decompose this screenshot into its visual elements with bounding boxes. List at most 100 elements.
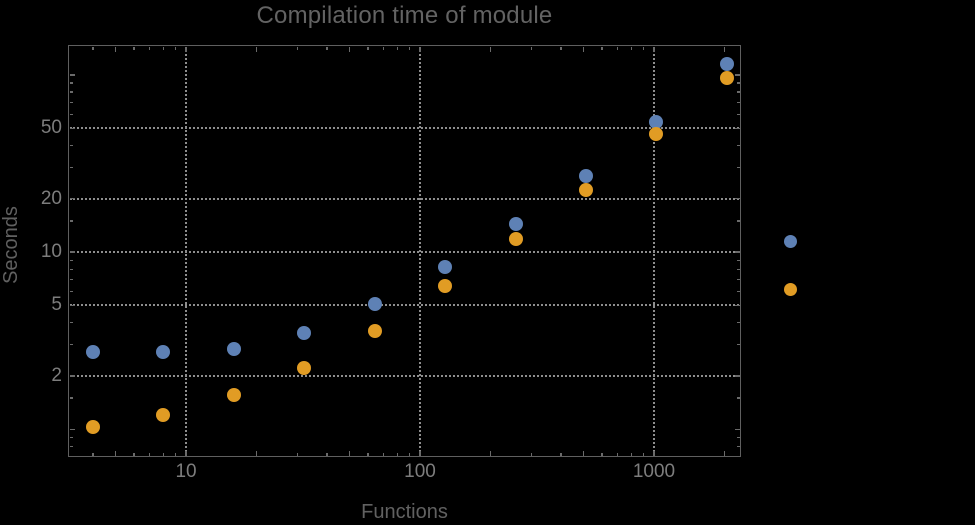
y-tick bbox=[69, 278, 73, 281]
x-tick bbox=[489, 450, 492, 456]
data-point bbox=[367, 323, 382, 338]
y-tick bbox=[69, 74, 75, 76]
x-tick bbox=[396, 46, 398, 50]
y-tick bbox=[69, 290, 73, 293]
x-tick bbox=[560, 46, 562, 50]
x-tick bbox=[255, 450, 258, 456]
x-tick bbox=[185, 46, 187, 52]
y-tick bbox=[69, 198, 75, 200]
vertical-gridline bbox=[419, 47, 422, 455]
data-point bbox=[438, 260, 453, 275]
x-tick bbox=[114, 46, 117, 52]
x-tick bbox=[133, 46, 135, 50]
y-tick bbox=[69, 113, 73, 115]
horizontal-gridline bbox=[70, 304, 739, 307]
data-point bbox=[649, 114, 664, 129]
y-tick bbox=[734, 198, 740, 200]
data-point bbox=[719, 57, 734, 71]
y-tick bbox=[736, 259, 740, 261]
x-tick bbox=[408, 46, 410, 50]
data-point bbox=[438, 279, 453, 293]
y-tick-label: 10 bbox=[40, 241, 62, 263]
y-tick bbox=[69, 344, 73, 346]
data-point bbox=[85, 420, 100, 435]
y-tick-label: 50 bbox=[40, 117, 62, 139]
data-point bbox=[367, 296, 382, 311]
x-tick bbox=[174, 46, 176, 50]
x-tick bbox=[162, 46, 164, 50]
x-tick bbox=[560, 452, 562, 456]
y-tick bbox=[736, 82, 740, 84]
x-tick bbox=[419, 450, 421, 456]
horizontal-gridline bbox=[70, 127, 739, 130]
x-tick bbox=[133, 452, 135, 456]
y-tick bbox=[734, 304, 740, 307]
x-tick bbox=[348, 450, 351, 456]
plot-frame bbox=[68, 45, 741, 457]
x-tick bbox=[601, 452, 603, 456]
y-tick bbox=[736, 220, 740, 222]
x-tick bbox=[653, 450, 655, 456]
y-tick-label: 2 bbox=[51, 364, 62, 386]
x-tick bbox=[367, 452, 369, 456]
y-tick bbox=[69, 251, 75, 253]
x-tick bbox=[630, 46, 632, 50]
y-tick bbox=[734, 127, 740, 129]
x-tick bbox=[255, 46, 258, 52]
data-point bbox=[578, 183, 593, 198]
data-point bbox=[578, 169, 593, 183]
y-tick bbox=[69, 259, 73, 261]
x-tick-label: 100 bbox=[404, 461, 436, 482]
x-tick bbox=[92, 46, 94, 50]
y-tick bbox=[69, 82, 73, 84]
data-point bbox=[719, 71, 734, 86]
x-tick bbox=[419, 46, 421, 52]
data-point bbox=[85, 345, 100, 360]
y-tick bbox=[734, 375, 740, 377]
x-tick bbox=[489, 46, 492, 52]
x-tick bbox=[367, 46, 369, 50]
y-tick bbox=[69, 428, 75, 430]
x-tick bbox=[149, 452, 151, 456]
data-point bbox=[649, 127, 664, 142]
y-tick bbox=[736, 268, 740, 270]
y-tick bbox=[734, 74, 740, 76]
y-tick bbox=[69, 445, 73, 448]
x-tick-label: 10 bbox=[175, 461, 197, 482]
y-tick bbox=[69, 166, 73, 169]
x-tick bbox=[630, 452, 632, 456]
x-tick-label: 1000 bbox=[632, 461, 676, 482]
data-point bbox=[508, 231, 523, 246]
y-tick bbox=[736, 144, 740, 147]
legend-marker bbox=[783, 282, 797, 296]
x-tick bbox=[601, 46, 603, 50]
legend-marker bbox=[783, 234, 797, 248]
horizontal-gridline bbox=[70, 374, 739, 377]
y-tick bbox=[69, 436, 73, 439]
y-tick bbox=[69, 397, 73, 399]
x-tick bbox=[642, 46, 644, 50]
data-point bbox=[508, 217, 523, 232]
x-tick bbox=[383, 46, 385, 50]
y-tick bbox=[734, 251, 740, 253]
x-tick bbox=[383, 452, 385, 456]
x-tick bbox=[723, 46, 726, 52]
y-tick bbox=[734, 428, 740, 430]
y-tick bbox=[69, 304, 75, 307]
y-tick bbox=[736, 91, 740, 93]
y-tick bbox=[69, 322, 73, 324]
x-tick bbox=[185, 450, 187, 456]
x-tick bbox=[396, 452, 398, 456]
x-tick bbox=[408, 452, 410, 456]
x-tick bbox=[162, 452, 164, 456]
x-tick bbox=[114, 450, 117, 456]
x-tick bbox=[617, 452, 619, 456]
y-tick bbox=[736, 278, 740, 281]
x-tick bbox=[582, 46, 585, 52]
x-tick bbox=[297, 452, 299, 456]
y-tick bbox=[69, 268, 73, 270]
data-point bbox=[226, 342, 241, 356]
vertical-gridline bbox=[653, 47, 655, 455]
